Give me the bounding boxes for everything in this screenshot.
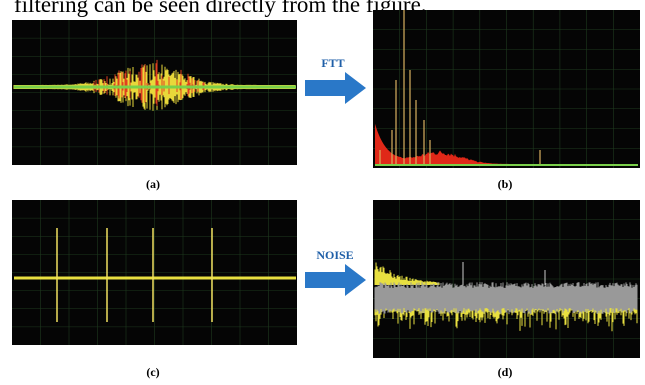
arrow-label: NOISE: [316, 248, 353, 262]
panel-label: (b): [498, 177, 513, 191]
page: filtering can be seen directly from the …: [0, 0, 645, 385]
arrow: [305, 264, 366, 296]
arrow-label: FTT: [321, 56, 344, 70]
figure: filtering can be seen directly from the …: [0, 0, 645, 385]
panel-label: (c): [146, 365, 159, 379]
body-text: filtering can be seen directly from the …: [14, 0, 427, 17]
panel-label: (a): [146, 177, 160, 191]
panel-label: (d): [498, 365, 513, 379]
arrow: [305, 72, 366, 104]
